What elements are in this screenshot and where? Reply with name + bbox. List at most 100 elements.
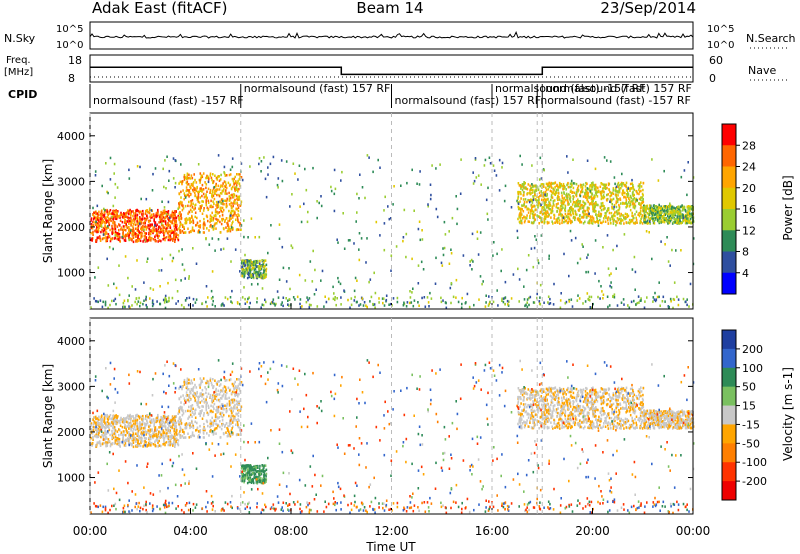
power-cell: [688, 221, 691, 224]
power-cell: [140, 210, 142, 213]
power-cell: [206, 214, 208, 218]
velocity-cell: [166, 436, 169, 440]
power-cell: [473, 179, 476, 183]
power-cell: [579, 200, 582, 203]
velocity-cell: [114, 429, 117, 432]
power-cell: [245, 261, 247, 265]
power-cell: [623, 303, 625, 306]
power-cell: [248, 261, 251, 265]
power-cell: [138, 210, 140, 213]
power-cell: [686, 298, 688, 301]
power-cell: [161, 200, 163, 203]
power-cell: [162, 231, 164, 234]
velocity-cell: [166, 419, 169, 423]
power-cell: [219, 185, 222, 189]
velocity-cell: [98, 431, 100, 435]
velocity-cell: [94, 415, 97, 419]
power-cell: [139, 220, 141, 223]
power-cell: [633, 188, 636, 192]
power-cell: [213, 202, 215, 205]
power-cell: [616, 183, 619, 186]
power-cell: [487, 304, 490, 307]
power-cell: [146, 209, 148, 212]
power-cell: [184, 194, 186, 197]
power-cell: [92, 213, 94, 216]
power-cell: [413, 299, 416, 302]
power-cell: [199, 209, 201, 213]
power-cell: [569, 210, 572, 214]
velocity-cell: [143, 439, 146, 443]
power-cell: [473, 303, 475, 307]
power-cell: [205, 183, 208, 186]
power-cell: [528, 191, 531, 195]
velocity-cell: [203, 412, 205, 415]
power-cell: [654, 299, 657, 303]
power-cell: [392, 297, 395, 300]
power-cell: [543, 201, 545, 204]
power-cell: [192, 184, 194, 188]
velocity-cell: [230, 399, 232, 402]
velocity-cell: [98, 415, 100, 419]
power-cell: [667, 260, 670, 263]
power-cell: [221, 214, 224, 217]
velocity-cell: [121, 433, 124, 436]
power-cell: [574, 203, 576, 207]
power-cell: [244, 269, 246, 272]
power-cell: [230, 196, 232, 200]
power-cell: [427, 301, 430, 304]
power-cell: [627, 221, 630, 224]
power-cell: [644, 221, 647, 224]
power-cell: [260, 160, 263, 163]
power-cell: [574, 209, 576, 213]
power-cell: [217, 202, 220, 206]
velocity-cell: [157, 445, 159, 448]
power-cell: [539, 184, 542, 188]
power-cell: [628, 201, 630, 204]
power-cell: [638, 214, 641, 218]
power-cell: [199, 219, 201, 223]
velocity-cell: [145, 422, 148, 426]
power-cell: [664, 205, 666, 208]
power-cell: [114, 182, 117, 186]
power-cell: [379, 234, 381, 237]
power-cell: [658, 203, 660, 207]
power-cell: [175, 223, 177, 227]
velocity-cell: [167, 423, 170, 426]
velocity-cell: [116, 420, 118, 424]
power-cell: [550, 186, 553, 189]
power-cell: [315, 288, 317, 291]
power-cell: [637, 295, 640, 298]
power-cell: [130, 220, 133, 223]
power-cell: [231, 177, 234, 181]
power-cell: [544, 209, 547, 213]
power-cell: [153, 228, 155, 232]
velocity-cell: [117, 440, 120, 444]
power-cell: [636, 192, 638, 195]
power-cell: [189, 193, 192, 197]
power-ylabel: Slant Range [km]: [41, 159, 55, 263]
power-cell: [617, 181, 620, 185]
power-cell: [562, 216, 565, 219]
power-cell: [572, 158, 574, 161]
power-cell: [617, 191, 620, 194]
power-cell: [593, 208, 596, 211]
power-cell: [638, 301, 640, 304]
power-cell: [287, 299, 289, 302]
velocity-cell: [224, 404, 226, 407]
power-cell: [259, 264, 262, 267]
power-cell: [582, 195, 585, 198]
power-cell: [226, 198, 229, 201]
power-cell: [611, 217, 614, 221]
power-cell: [623, 216, 625, 219]
power-cell: [188, 195, 190, 198]
velocity-cell: [120, 433, 122, 436]
power-cell: [568, 202, 570, 206]
power-cell: [660, 240, 662, 243]
power-cell: [635, 303, 637, 306]
range-tick-label: 1000: [57, 267, 85, 280]
power-cell: [241, 178, 244, 182]
power-cell: [534, 218, 536, 221]
power-cell: [145, 225, 147, 229]
power-cell: [114, 215, 116, 218]
power-cell: [120, 213, 123, 216]
